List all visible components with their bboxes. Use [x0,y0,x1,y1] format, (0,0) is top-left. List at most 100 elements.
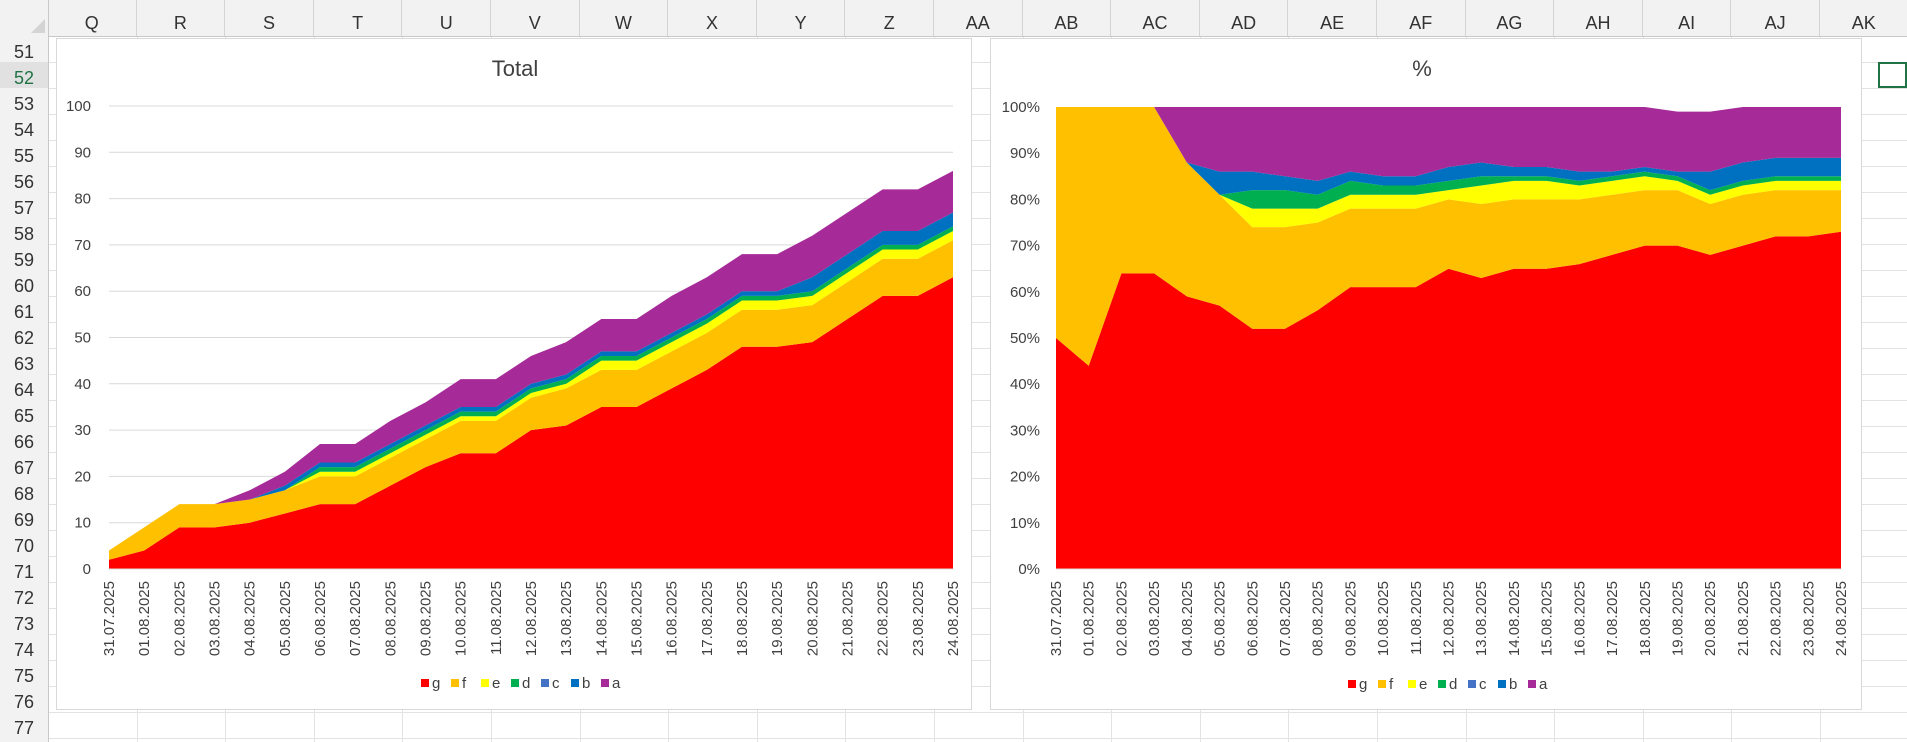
legend-item-f[interactable]: f [451,675,467,692]
gridline-horizontal [48,452,1907,453]
row-header-66[interactable]: 66 [13,432,35,452]
column-header-ac[interactable]: AC [1111,0,1200,36]
legend-swatch [1468,680,1476,688]
x-tick-label: 07.08.2025 [1277,581,1294,656]
row-header-64[interactable]: 64 [13,380,35,400]
legend-label: b [1509,676,1517,693]
legend-label: c [552,675,560,692]
x-tick-label: 02.08.2025 [1113,581,1130,656]
column-header-ad[interactable]: AD [1200,0,1289,36]
column-header-aa[interactable]: AA [934,0,1023,36]
area-series-e[interactable] [109,231,953,551]
chart-percent[interactable]: % 0% 10% 20% 30% 40% 50% 60% 70% 80% 90% 100% 31.07.… [990,38,1862,710]
legend-swatch [1348,680,1356,688]
row-header-72[interactable]: 72 [13,588,35,608]
row-header-58[interactable]: 58 [13,224,35,244]
legend-item-a[interactable]: a [1528,676,1548,693]
column-header-ai[interactable]: AI [1643,0,1732,36]
column-header-q[interactable]: Q [48,0,137,36]
legend-item-d[interactable]: d [511,675,530,692]
legend-item-e[interactable]: e [1408,676,1427,693]
row-header-56[interactable]: 56 [13,172,35,192]
legend-item-b[interactable]: b [1498,676,1517,693]
row-header-65[interactable]: 65 [13,406,35,426]
legend-label: e [492,675,500,692]
legend-item-g[interactable]: g [1348,676,1367,693]
gridline-horizontal [48,712,1907,713]
legend-label: e [1419,676,1427,693]
column-header-t[interactable]: T [314,0,403,36]
row-header-69[interactable]: 69 [13,510,35,530]
legend-label: c [1479,676,1487,693]
row-header-76[interactable]: 76 [13,692,35,712]
legend-item-d[interactable]: d [1438,676,1457,693]
row-header-51[interactable]: 51 [13,42,35,62]
column-header-z[interactable]: Z [845,0,934,36]
gridline-horizontal [48,478,1907,479]
area-series-f[interactable] [1056,107,1841,366]
legend-item-c[interactable]: c [541,675,560,692]
x-tick-label: 22.08.2025 [875,581,892,656]
select-all-corner[interactable] [0,0,49,36]
row-header-77[interactable]: 77 [13,718,35,738]
column-header-ae[interactable]: AE [1288,0,1377,36]
gridline-horizontal [48,114,1907,115]
legend-item-b[interactable]: b [571,675,590,692]
area-series-g[interactable] [109,277,953,569]
row-header-67[interactable]: 67 [13,458,35,478]
row-header-62[interactable]: 62 [13,328,35,348]
row-header-60[interactable]: 60 [13,276,35,296]
legend-item-e[interactable]: e [481,675,500,692]
column-header-r[interactable]: R [137,0,226,36]
legend-item-g[interactable]: g [421,675,440,692]
gridline-horizontal [48,530,1907,531]
column-header-s[interactable]: S [225,0,314,36]
x-tick-label: 15.08.2025 [629,581,646,656]
area-series-g[interactable] [1056,231,1841,570]
row-header-55[interactable]: 55 [13,146,35,166]
legend-item-f[interactable]: f [1378,676,1394,693]
row-header-74[interactable]: 74 [13,640,35,660]
row-header-53[interactable]: 53 [13,94,35,114]
area-series-b[interactable] [109,212,953,551]
row-header-59[interactable]: 59 [13,250,35,270]
area-series-a[interactable] [1056,107,1841,181]
column-header-y[interactable]: Y [757,0,846,36]
legend-item-a[interactable]: a [601,675,621,692]
legend-swatch [571,679,579,687]
row-header-52[interactable]: 52 [0,62,48,88]
column-header-u[interactable]: U [402,0,491,36]
area-series-d[interactable] [1056,107,1841,209]
x-tick-label: 04.08.2025 [242,581,259,656]
legend-item-c[interactable]: c [1468,676,1487,693]
area-series-a[interactable] [109,170,953,551]
chart-total[interactable]: Total 0 10 20 30 40 50 60 70 80 90 100 31.07.2025 01.… [56,38,972,710]
area-series-b[interactable] [1056,107,1841,195]
row-header-75[interactable]: 75 [13,666,35,686]
row-header-73[interactable]: 73 [13,614,35,634]
row-header-61[interactable]: 61 [13,302,35,322]
row-header-63[interactable]: 63 [13,354,35,374]
legend-label: g [432,675,440,692]
x-tick-label: 13.08.2025 [558,581,575,656]
column-header-aj[interactable]: AJ [1731,0,1820,36]
legend-swatch [1378,680,1386,688]
row-header-71[interactable]: 71 [13,562,35,582]
column-header-ah[interactable]: AH [1554,0,1643,36]
selected-cell[interactable] [1878,62,1907,88]
column-header-x[interactable]: X [668,0,757,36]
column-header-ak[interactable]: AK [1820,0,1907,36]
column-header-v[interactable]: V [491,0,580,36]
column-header-w[interactable]: W [580,0,669,36]
column-header-ab[interactable]: AB [1023,0,1112,36]
row-header-70[interactable]: 70 [13,536,35,556]
column-header-af[interactable]: AF [1377,0,1466,36]
row-header-54[interactable]: 54 [13,120,35,140]
area-series-f[interactable] [109,240,953,560]
row-header-68[interactable]: 68 [13,484,35,504]
x-tick-label: 16.08.2025 [1571,581,1588,656]
row-header-57[interactable]: 57 [13,198,35,218]
column-header-ag[interactable]: AG [1466,0,1555,36]
x-tick-label: 24.08.2025 [1833,581,1850,656]
